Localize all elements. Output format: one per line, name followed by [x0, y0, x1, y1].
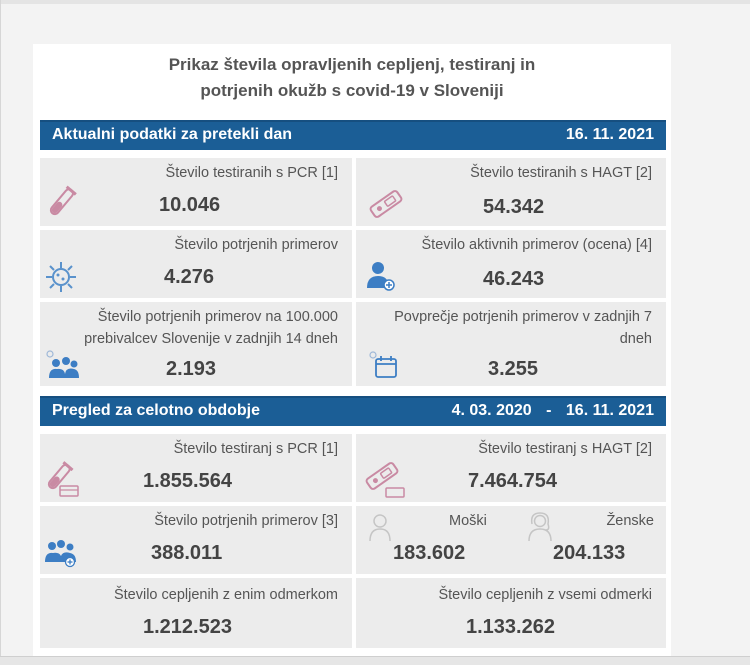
card-total-hagt: Število testiranj s HAGT [2] 7.464.754	[356, 434, 666, 502]
daily-section-label: Aktualni podatki za pretekli dan	[52, 126, 293, 143]
test-tube-icon	[49, 185, 77, 216]
card-daily-per100k: Število potrjenih primerov na 100.000 pr…	[40, 302, 352, 386]
total-vacc-one-value: 1.212.523	[143, 616, 232, 638]
total-section-header: Pregled za celotno obdobje 4. 03. 2020 -…	[40, 396, 666, 426]
card-daily-confirmed: Število potrjenih primerov 4.276	[40, 230, 352, 298]
daily-hagt-value: 54.342	[483, 196, 545, 218]
daily-section-date: 16. 11. 2021	[565, 126, 654, 143]
daily-per100k-label-line2: prebivalcev Slovenije v zadnjih 14 dneh	[84, 331, 338, 347]
daily-avg7-label-line2: dneh	[619, 331, 652, 347]
total-pcr-label: Število testiranj s PCR [1]	[173, 441, 338, 457]
total-female-value: 204.133	[553, 542, 626, 564]
rapid-test-stack-icon	[365, 462, 405, 498]
female-icon	[528, 512, 552, 542]
card-total-gender: Moški 183.602 Ženske 204.133	[356, 506, 666, 574]
calendar-icon	[369, 351, 397, 378]
card-total-vacc-all: Število cepljenih z vsemi odmerki 1.133.…	[356, 578, 666, 648]
daily-pcr-label: Število testiranih s PCR [1]	[165, 165, 338, 181]
person-add-icon	[367, 262, 395, 291]
test-tube-stack-icon	[47, 461, 79, 497]
daily-avg7-value: 3.255	[488, 358, 539, 380]
window-bottom-edge	[0, 656, 750, 665]
total-male-label: Moški	[449, 513, 487, 529]
total-section-label: Pregled za celotno obdobje	[52, 402, 261, 419]
daily-hagt-label: Število testiranih s HAGT [2]	[470, 165, 652, 181]
total-date-to: 16. 11. 2021	[565, 402, 654, 419]
total-confirmed-value: 388.011	[151, 542, 223, 564]
total-section-date-range: 4. 03. 2020 - 16. 11. 2021	[452, 402, 654, 420]
daily-pcr-value: 10.046	[159, 194, 221, 216]
daily-confirmed-label: Število potrjenih primerov	[174, 237, 338, 253]
total-female-label: Ženske	[606, 513, 654, 529]
total-pcr-value: 1.855.564	[143, 470, 232, 492]
daily-active-value: 46.243	[483, 268, 545, 290]
male-icon	[369, 514, 391, 542]
card-daily-hagt: Število testiranih s HAGT [2] 54.342	[356, 158, 666, 226]
card-daily-pcr: Število testiranih s PCR [1] 10.046	[40, 158, 352, 226]
daily-active-label: Število aktivnih primerov (ocena) [4]	[421, 237, 653, 253]
virus-icon	[46, 262, 76, 292]
total-date-dash: -	[546, 402, 552, 419]
card-total-pcr: Število testiranj s PCR [1] 1.855.564	[40, 434, 352, 502]
daily-avg7-label: Povprečje potrjenih primerov v zadnjih 7…	[394, 306, 652, 350]
covid-dashboard-panel: Prikaz števila opravljenih cepljenj, tes…	[33, 44, 671, 656]
card-total-confirmed: Število potrjenih primerov [3] 388.011	[40, 506, 352, 574]
total-hagt-label: Število testiranj s HAGT [2]	[478, 441, 652, 457]
total-date-from: 4. 03. 2020	[451, 402, 532, 419]
title-line-1: Prikaz števila opravljenih cepljenj, tes…	[168, 55, 536, 74]
title-line-2: potrjenih okužb s covid-19 v Sloveniji	[200, 81, 504, 100]
window-left-edge	[0, 0, 1, 664]
card-daily-active: Število aktivnih primerov (ocena) [4] 46…	[356, 230, 666, 298]
daily-section-header: Aktualni podatki za pretekli dan 16. 11.…	[40, 120, 666, 150]
people-group-icon	[45, 540, 76, 568]
total-hagt-value: 7.464.754	[468, 470, 557, 492]
daily-avg7-label-line1: Povprečje potrjenih primerov v zadnjih 7	[394, 309, 652, 325]
rapid-test-icon	[369, 190, 403, 218]
page-title: Prikaz števila opravljenih cepljenj, tes…	[33, 52, 671, 104]
total-vacc-all-label: Število cepljenih z vsemi odmerki	[438, 587, 652, 603]
total-vacc-one-label: Število cepljenih z enim odmerkom	[113, 587, 338, 603]
total-male-value: 183.602	[393, 542, 466, 564]
card-daily-avg7: Povprečje potrjenih primerov v zadnjih 7…	[356, 302, 666, 386]
virus-group-icon	[46, 350, 79, 378]
daily-per100k-label: Število potrjenih primerov na 100.000 pr…	[84, 306, 338, 350]
card-total-vacc-one: Število cepljenih z enim odmerkom 1.212.…	[40, 578, 352, 648]
window-top-edge	[0, 0, 750, 4]
daily-per100k-label-line1: Število potrjenih primerov na 100.000	[97, 309, 338, 325]
total-vacc-all-value: 1.133.262	[466, 616, 555, 638]
total-confirmed-label: Število potrjenih primerov [3]	[154, 513, 338, 529]
daily-per100k-value: 2.193	[166, 358, 217, 380]
daily-confirmed-value: 4.276	[164, 266, 215, 288]
